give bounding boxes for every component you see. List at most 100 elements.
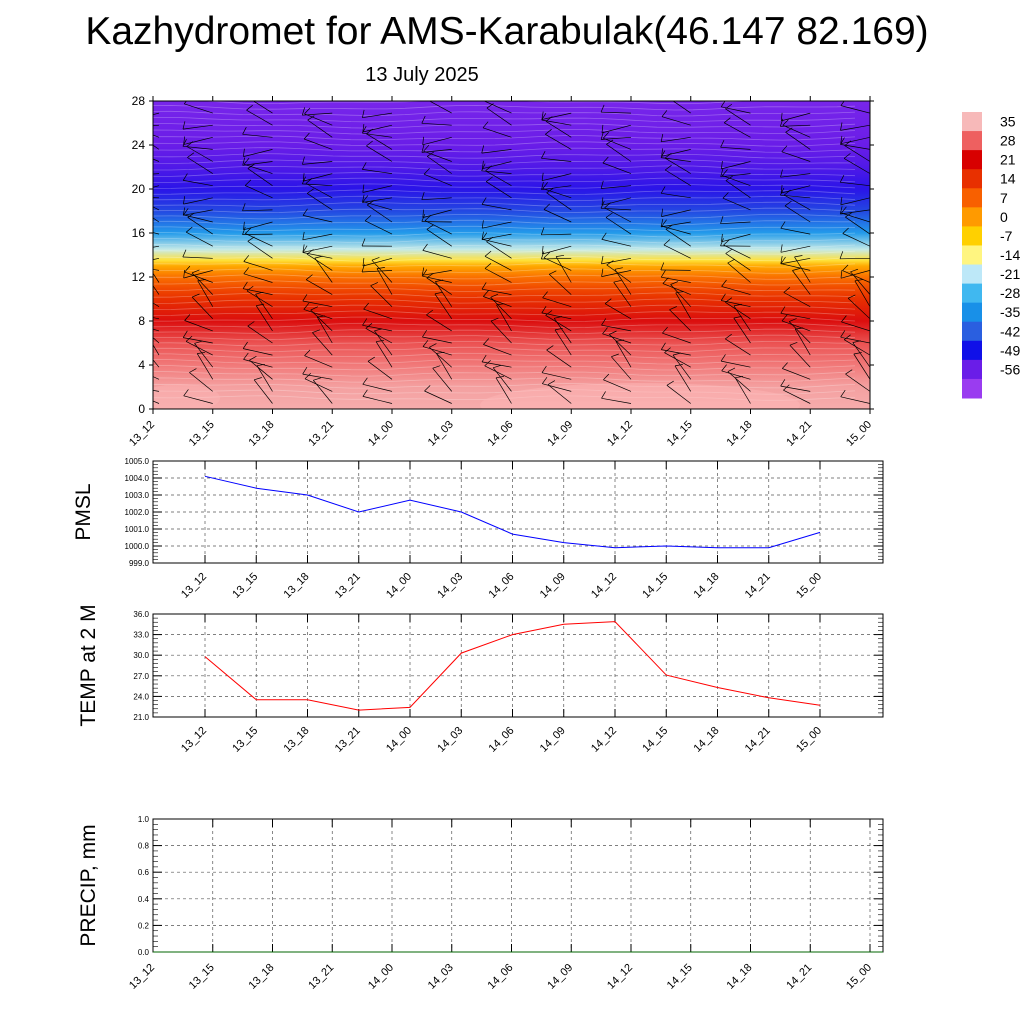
wind-barb-flag xyxy=(779,118,784,127)
wind-barb xyxy=(302,183,333,187)
wind-barb-flag xyxy=(540,227,545,235)
wind-barb-flag xyxy=(191,269,200,274)
x-tick-label: 15_00 xyxy=(794,725,824,755)
x-tick-label: 14_06 xyxy=(486,962,516,992)
wind-barb-flag xyxy=(362,389,368,397)
wind-barb xyxy=(721,370,751,380)
isotherm-line xyxy=(153,304,856,311)
wind-barb xyxy=(421,221,452,223)
wind-barb xyxy=(243,288,273,295)
wind-barb-flag xyxy=(541,245,544,255)
wind-barb xyxy=(255,305,273,332)
wind-barb xyxy=(153,337,160,344)
wind-barb-flag xyxy=(302,173,305,182)
wind-barb xyxy=(725,338,751,356)
wind-barb xyxy=(603,379,632,392)
wind-barb xyxy=(665,169,691,186)
wind-barb-flag xyxy=(481,354,487,363)
isotherm-line xyxy=(153,165,856,171)
wind-barb xyxy=(548,274,572,295)
wind-barb xyxy=(661,225,691,235)
wind-barb xyxy=(784,205,811,223)
wind-barb xyxy=(191,272,214,295)
wind-barb-flag xyxy=(666,92,673,97)
wind-barb xyxy=(840,105,870,114)
colorbar-swatch xyxy=(962,321,982,342)
wind-barb-flag xyxy=(253,377,262,381)
wind-barb-flag xyxy=(191,293,200,298)
wind-barb-flag xyxy=(495,376,504,379)
wind-barb-flag xyxy=(312,329,321,333)
wind-barb-flag xyxy=(246,285,254,292)
wind-barb xyxy=(362,396,393,404)
wind-barb-flag xyxy=(840,330,846,338)
wind-barb-flag xyxy=(302,208,308,216)
y-axis-label: PRECIP, mm xyxy=(77,824,100,946)
x-tick-label: 13_15 xyxy=(230,571,260,601)
wind-barb xyxy=(783,292,811,308)
wind-barb-flag xyxy=(604,298,612,304)
wind-barb-flag xyxy=(426,224,434,230)
wind-barb-flag xyxy=(131,121,136,127)
wind-barb xyxy=(423,150,452,162)
x-tick-label: 13_21 xyxy=(333,571,363,601)
wind-barb xyxy=(601,136,632,140)
wind-barb xyxy=(840,197,870,206)
wind-barb xyxy=(542,297,572,308)
wind-barb xyxy=(669,309,691,332)
wind-barb-flag xyxy=(304,349,311,356)
wind-barb-flag xyxy=(182,330,188,338)
x-tick-label: 14_21 xyxy=(784,962,814,992)
colorbar-label: -7 xyxy=(1000,228,1013,244)
wind-barb xyxy=(252,101,273,114)
panel-frame xyxy=(152,613,884,718)
pmsl-panel: 999.0 1000.0 1001.0 1002.0 1003.0 1004.0 1005.… xyxy=(72,457,884,601)
wind-barb xyxy=(785,132,811,150)
wind-barb xyxy=(601,257,632,265)
y-tick-label: 4 xyxy=(138,358,145,372)
isotherm-line xyxy=(153,141,856,147)
wind-barb-flag xyxy=(721,160,723,169)
y-tick-label: 1003.0 xyxy=(125,491,150,500)
wind-barb-flag xyxy=(780,112,783,121)
wind-barb xyxy=(243,273,273,283)
wind-barb xyxy=(362,257,393,267)
precip-panel: 0.0 0.2 0.4 0.6 0.8 1.0 13_12 13_15 13_18 13_21 14… xyxy=(77,815,884,992)
wind-barb-flag xyxy=(664,164,672,171)
wind-barb xyxy=(434,293,453,319)
y-axis-label: PMSL xyxy=(72,483,95,540)
wind-barb-flag xyxy=(134,286,140,291)
wind-barb xyxy=(840,144,870,150)
wind-barb xyxy=(422,250,452,259)
wind-barb xyxy=(302,252,333,259)
wind-barb-flag xyxy=(720,215,724,224)
isotherm-line xyxy=(153,117,856,123)
wind-barb xyxy=(541,119,572,126)
wind-barb xyxy=(780,312,811,320)
x-tick-label: 13_12 xyxy=(179,571,209,601)
wind-barb xyxy=(307,193,333,211)
wind-barb-flag xyxy=(184,265,191,273)
y-axis-label: TEMP at 2 M xyxy=(77,604,100,726)
wind-barb xyxy=(246,109,273,126)
wind-barb-flag xyxy=(130,257,131,265)
wind-barb xyxy=(153,272,160,283)
wind-barb xyxy=(366,145,393,162)
wind-barb-flag xyxy=(183,196,186,205)
wind-barb xyxy=(303,309,333,320)
wind-barb xyxy=(362,185,393,193)
wind-barb-flag xyxy=(660,133,664,142)
wind-barb-flag xyxy=(424,215,432,221)
wind-barb-flag xyxy=(304,372,312,380)
wind-barb-flag xyxy=(247,321,255,327)
y-tick-label: 21.0 xyxy=(133,713,149,722)
wind-barb xyxy=(721,300,751,308)
wind-barb-flag xyxy=(243,352,249,360)
wind-barb xyxy=(481,288,512,295)
wind-barb-flag xyxy=(781,145,788,153)
x-tick-label: 14_12 xyxy=(589,725,619,755)
wind-barb-flag xyxy=(601,268,604,277)
wind-barb xyxy=(841,212,870,223)
wind-barb xyxy=(183,395,213,404)
wind-barb-flag xyxy=(784,200,792,207)
